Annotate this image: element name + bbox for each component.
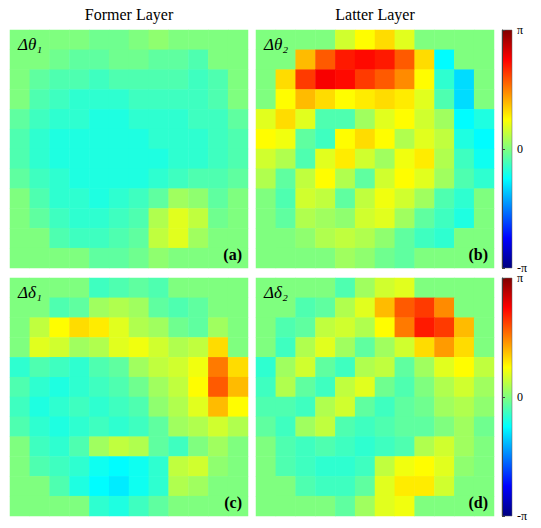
svg-text:-π: -π — [517, 261, 528, 275]
svg-text:π: π — [517, 23, 523, 37]
svg-text:(c): (c) — [224, 494, 242, 512]
svg-text:Former Layer: Former Layer — [85, 6, 174, 24]
svg-text:π: π — [517, 271, 523, 285]
svg-text:Δθ₁: Δθ₁ — [17, 35, 42, 54]
svg-text:(a): (a) — [223, 246, 242, 264]
svg-text:0: 0 — [517, 390, 523, 404]
svg-text:Δδ₂: Δδ₂ — [263, 283, 288, 302]
svg-text:0: 0 — [517, 142, 523, 156]
svg-text:Δδ₁: Δδ₁ — [17, 283, 42, 302]
svg-text:(b): (b) — [468, 246, 488, 264]
svg-text:-π: -π — [517, 509, 527, 523]
svg-text:(d): (d) — [468, 494, 488, 512]
svg-text:Latter Layer: Latter Layer — [335, 6, 415, 24]
svg-text:Δθ₂: Δθ₂ — [263, 35, 288, 54]
